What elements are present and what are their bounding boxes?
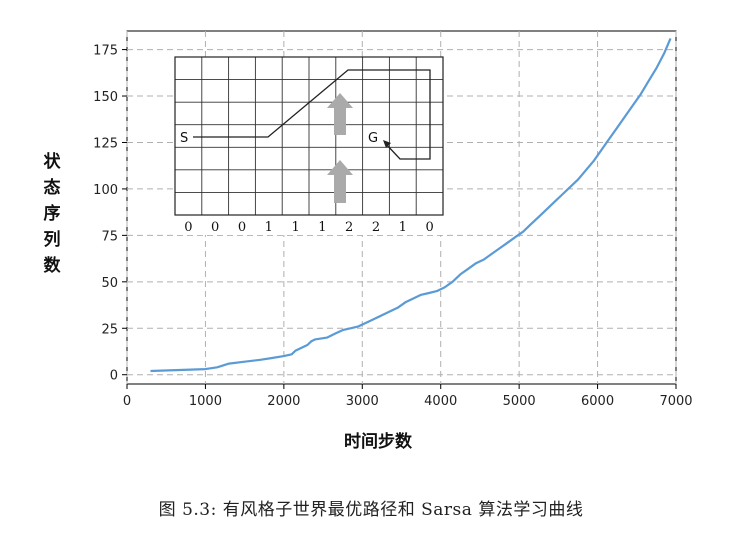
y-tick-label: 0 <box>110 369 118 384</box>
wind-label: 1 <box>265 220 273 235</box>
plot-frame <box>126 30 677 385</box>
optimal-path <box>193 69 431 160</box>
inset-grid <box>175 57 443 215</box>
wind-label: 0 <box>238 220 246 235</box>
wind-label: 1 <box>291 220 299 235</box>
x-tick-label: 7000 <box>659 394 692 409</box>
y-tick-label: 25 <box>101 322 118 337</box>
x-tick-label: 0 <box>123 394 131 409</box>
y-axis-ticks: 0 25 50 75 100 125 150 175 <box>93 44 127 384</box>
wind-label: 1 <box>318 220 326 235</box>
y-tick-label: 150 <box>93 90 118 105</box>
wind-strength-labels: 0 0 0 1 1 1 2 2 1 0 <box>184 220 433 235</box>
x-tick-label: 4000 <box>424 394 457 409</box>
x-axis-ticks: 0 1000 2000 3000 4000 5000 6000 7000 <box>123 384 693 409</box>
y-tick-label: 50 <box>101 276 118 291</box>
wind-arrow-upper <box>327 93 353 135</box>
wind-label: 0 <box>425 220 433 235</box>
path-arrowhead <box>383 140 391 148</box>
learning-curve-line <box>150 37 672 373</box>
wind-label: 2 <box>345 220 353 235</box>
y-axis-label: 状态序列数 <box>44 151 62 276</box>
y-tick-label: 125 <box>93 136 118 151</box>
x-tick-label: 2000 <box>267 394 300 409</box>
wind-arrow-lower <box>327 160 353 203</box>
learning-curve-chart: 0 1000 2000 3000 4000 5000 6000 7000 0255075100… <box>44 30 693 452</box>
x-axis-label: 时间步数 <box>344 431 413 452</box>
y-tick-label: 75 <box>101 229 118 244</box>
inset-border <box>174 56 444 216</box>
wind-label: 0 <box>211 220 219 235</box>
figure-caption: 图 5.3: 有风格子世界最优路径和 Sarsa 算法学习曲线 <box>158 500 584 520</box>
goal-label: G <box>368 131 378 146</box>
wind-label: 2 <box>372 220 380 235</box>
x-tick-label: 6000 <box>581 394 614 409</box>
windy-gridworld-inset: S G 0 0 0 1 1 1 2 2 1 0 <box>174 56 444 235</box>
y-tick-label: 100 <box>93 183 118 198</box>
y-tick-label: 175 <box>93 44 118 59</box>
start-label: S <box>180 131 188 146</box>
wind-label: 1 <box>399 220 407 235</box>
x-tick-label: 3000 <box>346 394 379 409</box>
x-tick-label: 5000 <box>503 394 536 409</box>
x-tick-label: 1000 <box>189 394 222 409</box>
wind-label: 0 <box>184 220 192 235</box>
